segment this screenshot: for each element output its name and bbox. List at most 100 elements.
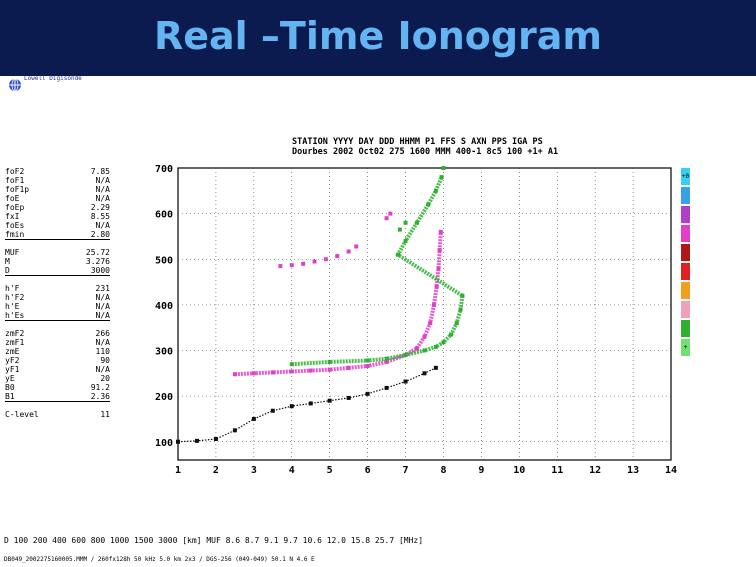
x-tick-label: 4 [289,465,295,476]
param-row-fof2: foF2 7.85 [5,167,110,176]
param-value: 25.72 [85,248,110,257]
param-name: foF1 [5,176,25,185]
param-value: 231 [95,284,110,293]
x-tick-label: 11 [551,465,563,476]
param-name: B0 [5,383,15,392]
data-point [436,266,441,271]
param-value: 2.29 [90,203,110,212]
param-row-foe: foE N/A [5,194,110,203]
param-value: 90 [100,356,110,365]
param-name: MUF [5,248,20,257]
param-row-clevel: C-level 11 [5,410,110,419]
x-tick-label: 10 [513,465,525,476]
data-point [397,227,402,232]
x-tick-label: 12 [589,465,601,476]
data-point [335,254,340,259]
param-name: zmF1 [5,338,25,347]
data-point [308,401,313,406]
param-row-fmin: fmin 2.80 [5,230,110,239]
param-divider [5,275,110,284]
legend-swatch [681,263,690,280]
globe-icon [9,78,21,92]
param-name: yF1 [5,365,20,374]
param-row-foep: foEp 2.29 [5,203,110,212]
param-row-he: h'E N/A [5,302,110,311]
logo-text: Lowell Digisonde [24,75,82,82]
data-point [414,346,419,351]
header-labels: STATION YYYY DAY DDD HHMM P1 FFS S AXN P… [292,137,543,147]
data-point [441,166,446,170]
plot-frame [177,167,672,461]
data-point [289,369,294,374]
legend-swatch [681,225,690,242]
param-row-yf2: yF2 90 [5,356,110,365]
param-name: fmin [5,230,25,239]
trace-line [234,231,443,377]
param-value: N/A [95,302,110,311]
param-name: zmE [5,347,20,356]
param-divider [5,401,110,410]
header-values: Dourbes 2002 Oct02 275 1600 MMM 400-1 8c… [292,147,559,157]
param-divider [5,320,110,329]
footer-line: DB049_2002275160005.MMM / 260fx128h 50 k… [4,556,315,563]
param-value: 8.55 [90,212,110,221]
data-point [431,302,436,307]
param-value: 266 [95,329,110,338]
param-row-hf: h'F 231 [5,284,110,293]
param-row-zmf1: zmF1 N/A [5,338,110,347]
data-point [312,259,317,264]
param-value: 20 [100,374,110,383]
param-value: 2.80 [90,230,110,239]
data-point [289,263,294,268]
legend-swatch [681,244,690,261]
data-point [434,284,439,289]
data-point [426,202,431,207]
y-tick-label: 600 [155,210,173,221]
x-tick-label: 5 [327,465,333,476]
param-name: foEs [5,221,25,230]
param-value: N/A [95,365,110,374]
x-tick-label: 14 [665,465,677,476]
y-tick-label: 200 [155,392,173,403]
param-row-hes: h'Es N/A [5,311,110,320]
title-bar: Real –Time Ionogram [0,0,756,76]
y-tick-label: 500 [155,255,173,266]
param-name: h'Es [5,311,25,320]
param-name: yF2 [5,356,20,365]
param-row-b1: B1 2.36 [5,392,110,401]
param-value: N/A [95,311,110,320]
param-name: foF2 [5,167,25,176]
param-value: N/A [95,185,110,194]
param-name: fxI [5,212,20,221]
param-row-b0: B0 91.2 [5,383,110,392]
param-row-muf: MUF 25.72 [5,248,110,257]
param-value: 2.36 [90,392,110,401]
x-tick-label: 2 [213,465,219,476]
param-value: N/A [95,293,110,302]
param-value: 3.276 [85,257,110,266]
distance-row: D 100 200 400 600 800 1000 1500 3000 [km… [4,536,202,545]
param-name: zmF2 [5,329,25,338]
legend-swatch [681,320,690,337]
param-value: 110 [95,347,110,356]
param-name: B1 [5,392,15,401]
data-point [270,408,275,413]
x-tick-label: 9 [478,465,484,476]
param-value: 7.85 [90,167,110,176]
param-value: N/A [95,176,110,185]
param-row-d: D 3000 [5,266,110,275]
legend-swatch [681,187,690,204]
param-row-fof1: foF1 N/A [5,176,110,185]
data-point [460,293,465,298]
data-point [384,216,389,221]
x-tick-label: 13 [627,465,639,476]
param-row-yf1: yF1 N/A [5,365,110,374]
param-row-fxi: fxI 8.55 [5,212,110,221]
param-row-ye: yE 20 [5,374,110,383]
param-value: 11 [100,410,110,419]
param-divider [5,239,110,248]
y-tick-label: 300 [155,347,173,358]
y-tick-label: 400 [155,301,173,312]
data-point [346,249,351,254]
data-point [403,220,408,225]
